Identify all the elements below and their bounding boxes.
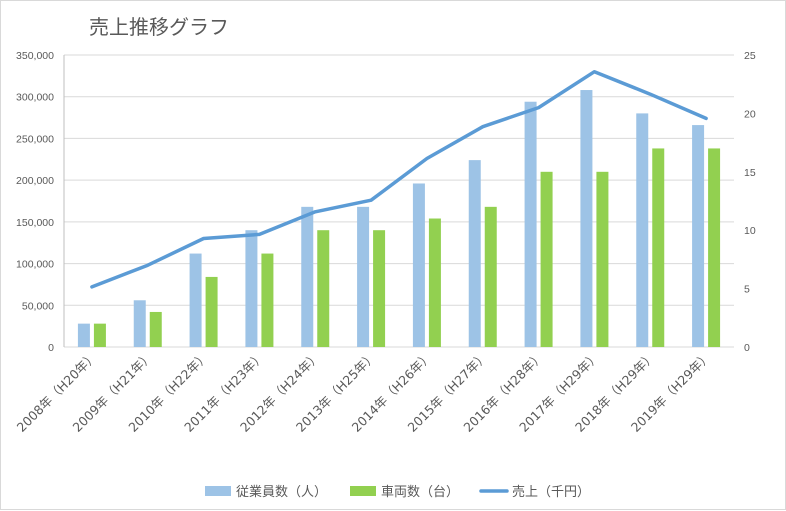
vehicles-bar [317,230,329,347]
chart-title: 売上推移グラフ [89,15,229,39]
sales-line [92,72,706,287]
right-axis-ticks: 0 5 10 15 20 25 [744,50,756,354]
vehicles-bar [429,219,441,347]
vehicles-bar [541,172,553,347]
gridlines [64,55,734,347]
legend-swatch [350,486,376,496]
legend-label: 車両数（台） [381,485,459,500]
right-tick-label: 20 [744,108,756,120]
vehicles-bar [373,230,385,347]
left-axis-ticks: 0 50,000 100,000 150,000 200,000 250,000 300,0… [16,50,54,354]
legend-label: 従業員数（人） [236,484,327,500]
right-tick-label: 10 [744,225,756,237]
employees-bar [357,207,369,347]
x-axis-labels: 2008年（H20年）2009年（H21年）2010年（H22年）2011年（H… [14,349,715,435]
right-tick-label: 25 [744,50,756,62]
vehicles-bar [596,172,608,347]
left-tick-label: 200,000 [16,175,54,187]
sales-line-path [92,72,706,287]
employees-bar [190,254,202,347]
employees-bar [245,230,257,347]
left-tick-label: 250,000 [16,133,54,145]
bars [78,90,720,347]
vehicles-bar [150,312,162,347]
employees-bar [580,90,592,347]
left-tick-label: 350,000 [16,50,54,62]
vehicles-bar [485,207,497,347]
employees-bar [469,160,481,347]
employees-bar [692,125,704,347]
vehicles-bar [206,277,218,347]
left-tick-label: 100,000 [16,259,54,271]
right-tick-label: 0 [744,342,750,354]
employees-bar [636,113,648,347]
left-tick-label: 150,000 [16,217,54,229]
vehicles-bar [261,254,273,347]
vehicles-bar [94,324,106,347]
legend-label: 売上（千円） [512,484,590,500]
left-tick-label: 300,000 [16,92,54,104]
left-tick-label: 50,000 [22,300,54,312]
employees-bar [78,324,90,347]
employees-bar [525,102,537,347]
employees-bar [413,183,425,347]
vehicles-bar [708,148,720,347]
right-tick-label: 15 [744,167,756,179]
left-tick-label: 0 [48,342,54,354]
legend: 従業員数（人） 車両数（台） 売上（千円） [205,484,590,500]
right-tick-label: 5 [744,284,750,296]
employees-bar [134,300,146,347]
legend-swatch [205,486,231,496]
employees-bar [301,207,313,347]
vehicles-bar [652,148,664,347]
